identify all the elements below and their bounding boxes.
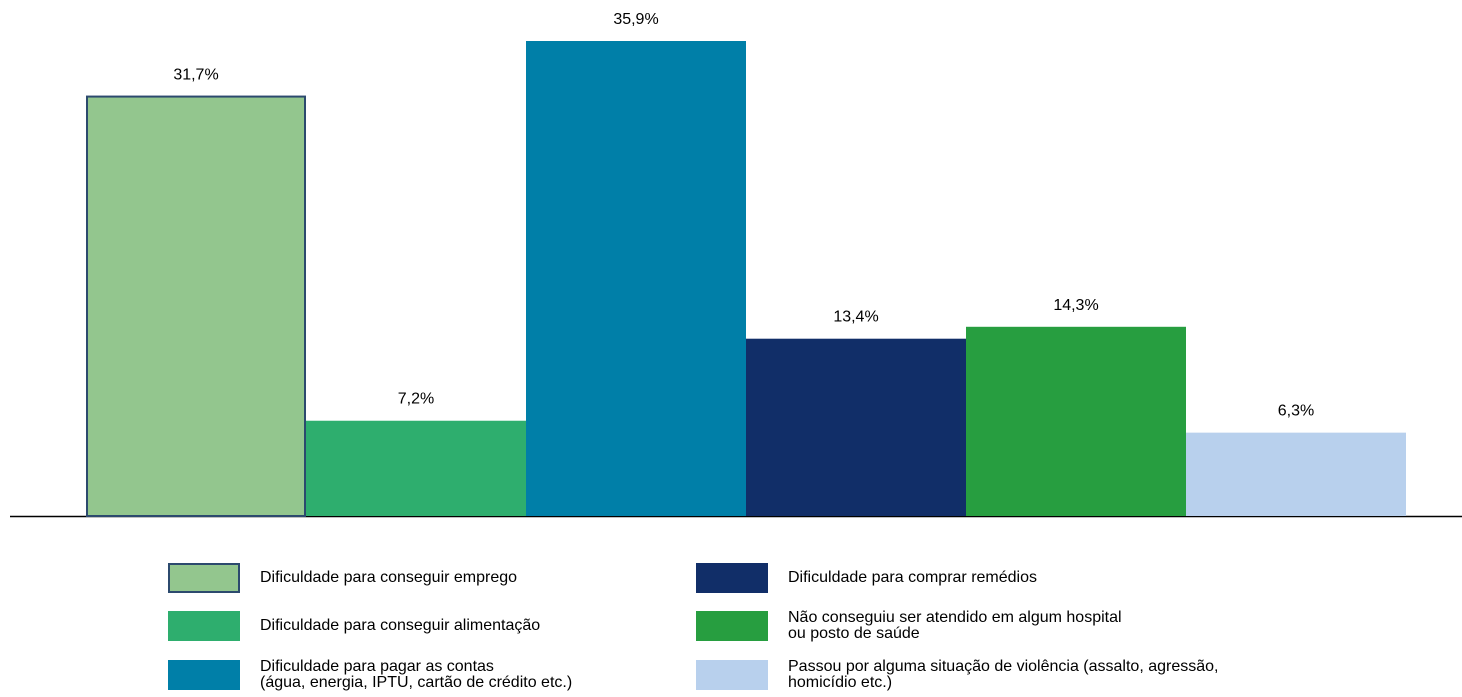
value-label: 6,3% (1278, 403, 1314, 420)
legend-swatch (696, 660, 768, 690)
legend-swatch (696, 611, 768, 641)
legend-swatch (168, 611, 240, 641)
legend-swatch (168, 563, 240, 593)
legend-label: Dificuldade para conseguir emprego (260, 569, 518, 586)
legend-swatch (696, 563, 768, 593)
value-label: 31,7% (173, 67, 218, 84)
bar (746, 338, 966, 516)
bar (86, 95, 306, 517)
legend-label: Não conseguiu ser atendido em algum hosp… (788, 609, 1122, 642)
value-label: 14,3% (1053, 297, 1098, 314)
value-label: 13,4% (833, 309, 878, 326)
bar (306, 420, 526, 516)
bar (1186, 432, 1406, 516)
bar (526, 41, 746, 516)
legend-label: Dificuldade para comprar remédios (788, 569, 1037, 586)
legend-swatch (168, 660, 240, 690)
legend-label: Dificuldade para pagar as contas (água, … (260, 658, 573, 691)
value-label: 35,9% (613, 11, 658, 28)
legend-label: Dificuldade para conseguir alimentação (260, 617, 541, 634)
legend-label: Passou por alguma situação de violência … (788, 658, 1219, 691)
value-label: 7,2% (398, 391, 434, 408)
bar (966, 326, 1186, 516)
